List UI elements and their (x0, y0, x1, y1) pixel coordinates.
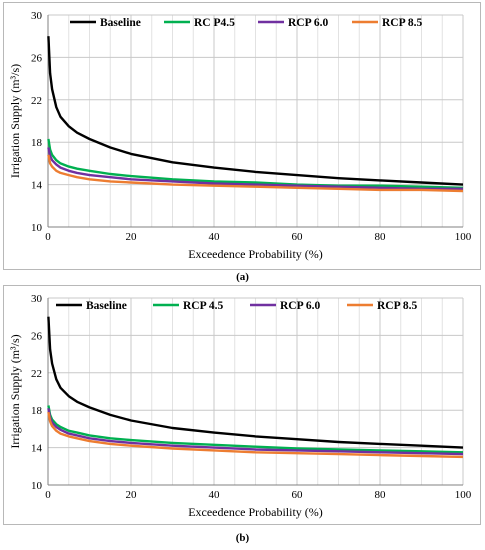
y-tick-label: 14 (31, 443, 43, 455)
chart-b-svg: 0 20 40 60 80 100 10 14 18 22 26 30 Exceedence Proba… (8, 293, 472, 519)
series-line-rcp-6-0 (47, 147, 463, 190)
x-tick-label: 0 (45, 489, 51, 501)
x-tick-label: 0 (45, 231, 51, 243)
chart-caption-b: (b) (235, 532, 250, 544)
series-lines (47, 316, 464, 459)
series-line-baseline (47, 316, 464, 449)
legend-label-rcp-8-5: RCP 8.5 (377, 300, 418, 312)
legend: Baseline RCP 4.5 RCP 6.0 RCP 8.5 (56, 300, 418, 312)
chart-panel-a: 0 20 40 60 80 100 10 14 18 22 26 30 Exceedence Proba… (3, 2, 481, 270)
legend: Baseline RC P4.5 RCP 6.0 RCP 8.5 (70, 17, 423, 29)
series-line-rcp-8-5 (47, 154, 464, 193)
gridlines (47, 14, 464, 228)
chart-a-svg: 0 20 40 60 80 100 10 14 18 22 26 30 Exceedence Proba… (8, 10, 472, 261)
legend-label-rcp-6-0: RCP 6.0 (280, 300, 321, 312)
legend-label-rc-p4-5: RC P4.5 (194, 17, 235, 29)
x-tick-label: 40 (209, 489, 221, 501)
legend-label-rcp-6-0: RCP 6.0 (288, 17, 329, 29)
y-tick-label: 22 (31, 368, 42, 380)
y-tick-label: 22 (31, 95, 42, 107)
y-tick-label: 18 (31, 137, 43, 149)
y-tick-label: 14 (31, 180, 43, 192)
x-axis-label: Exceedence Probability (%) (188, 505, 323, 519)
x-tick-label: 60 (292, 489, 304, 501)
x-tick-label: 100 (455, 231, 472, 243)
y-tick-label: 30 (31, 293, 43, 305)
chart-caption-a: (a) (236, 271, 249, 283)
gridlines (47, 297, 464, 486)
y-tick-label: 26 (31, 52, 43, 64)
x-tick-label: 80 (375, 489, 387, 501)
y-tick-label: 30 (31, 10, 43, 22)
legend-label-baseline: Baseline (100, 17, 141, 29)
x-tick-label: 80 (375, 231, 387, 243)
x-tick-label: 20 (126, 489, 138, 501)
series-lines (47, 36, 464, 193)
y-axis-label: Irrigation Supply (m³/s) (8, 64, 22, 178)
y-tick-label: 26 (31, 330, 43, 342)
y-axis-label: Irrigation Supply (m³/s) (8, 334, 22, 448)
legend-label-rcp-8-5: RCP 8.5 (382, 17, 423, 29)
series-line-rcp-6-0 (47, 408, 464, 456)
y-tick-label: 10 (31, 480, 43, 492)
x-tick-label: 40 (209, 231, 221, 243)
x-tick-label: 100 (455, 489, 472, 501)
series-line-baseline (47, 36, 464, 186)
y-tick-label: 10 (31, 222, 43, 234)
x-tick-label: 60 (292, 231, 304, 243)
chart-panel-b: 0 20 40 60 80 100 10 14 18 22 26 30 Exceedence Proba… (3, 285, 481, 525)
series-line-rcp-8-5 (47, 411, 464, 459)
x-tick-label: 20 (126, 231, 138, 243)
series-line-rcp-4-5 (47, 405, 464, 454)
y-tick-label: 18 (31, 405, 43, 417)
x-axis-label: Exceedence Probability (%) (188, 247, 323, 261)
legend-label-baseline: Baseline (86, 300, 127, 312)
legend-label-rcp-4-5: RCP 4.5 (183, 300, 224, 312)
